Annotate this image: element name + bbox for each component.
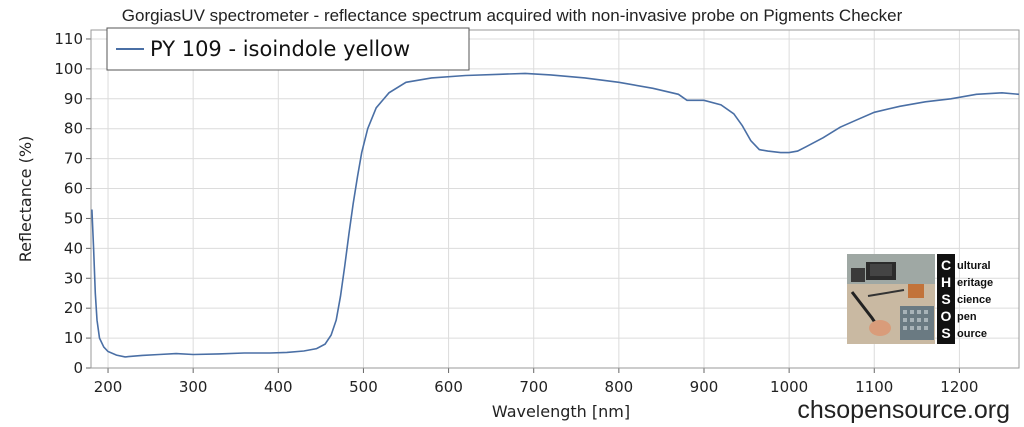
y-tick-label: 60	[64, 180, 83, 198]
logo-letter: S	[941, 291, 950, 307]
logo-word: cience	[957, 294, 991, 306]
x-tick-label: 1000	[770, 378, 808, 396]
logo-letter: C	[941, 257, 951, 273]
y-tick-label: 10	[64, 329, 83, 347]
logo-word: pen	[957, 311, 977, 323]
logo-letter-bar	[937, 254, 955, 344]
logo-word: ultural	[957, 260, 991, 272]
chart-title: GorgiasUV spectrometer - reflectance spe…	[122, 6, 903, 25]
y-tick-label: 100	[54, 60, 83, 78]
site-watermark: chsopensource.org	[797, 396, 1010, 424]
y-tick-label: 90	[64, 90, 83, 108]
logo-word: ource	[957, 328, 987, 340]
legend-label: PY 109 - isoindole yellow	[150, 37, 410, 61]
y-tick-label: 70	[64, 150, 83, 168]
y-tick-labels: 0 10 20 30 40 50 60 70 80 90 100 110	[54, 30, 83, 377]
y-tick-label: 110	[54, 30, 83, 48]
x-axis-label: Wavelength [nm]	[492, 402, 630, 421]
series-line-py109	[91, 72, 1020, 358]
logo-letter: O	[941, 308, 952, 324]
x-tick-label: 900	[690, 378, 719, 396]
plot-frame	[90, 29, 1020, 369]
y-tick-label: 50	[64, 209, 83, 227]
y-tick-label: 40	[64, 239, 83, 257]
logo-word: eritage	[957, 277, 993, 289]
logo-letter: S	[941, 325, 950, 341]
x-tick-label: 400	[264, 378, 293, 396]
y-tick-label: 20	[64, 299, 83, 317]
logo-words: ultural eritage cience pen ource	[957, 260, 993, 340]
y-tick-label: 0	[73, 359, 83, 377]
x-tick-label: 1100	[855, 378, 893, 396]
y-tick-label: 30	[64, 269, 83, 287]
x-tick-label: 200	[94, 378, 123, 396]
x-tick-label: 1200	[940, 378, 978, 396]
y-axis-label: Reflectance (%)	[16, 136, 35, 263]
x-tick-label: 300	[179, 378, 208, 396]
x-tick-labels: 200 300 400 500 600 700 800 900 1000 1100 1200	[94, 378, 979, 396]
y-tick-label: 80	[64, 120, 83, 138]
x-tick-label: 600	[434, 378, 463, 396]
grid	[86, 30, 1019, 373]
logo-photo	[847, 254, 935, 344]
legend-box	[106, 27, 470, 71]
x-tick-label: 500	[349, 378, 378, 396]
logo-letter: H	[941, 274, 951, 290]
x-tick-label: 700	[519, 378, 548, 396]
x-tick-label: 800	[605, 378, 634, 396]
legend: PY 109 - isoindole yellow	[106, 27, 470, 71]
